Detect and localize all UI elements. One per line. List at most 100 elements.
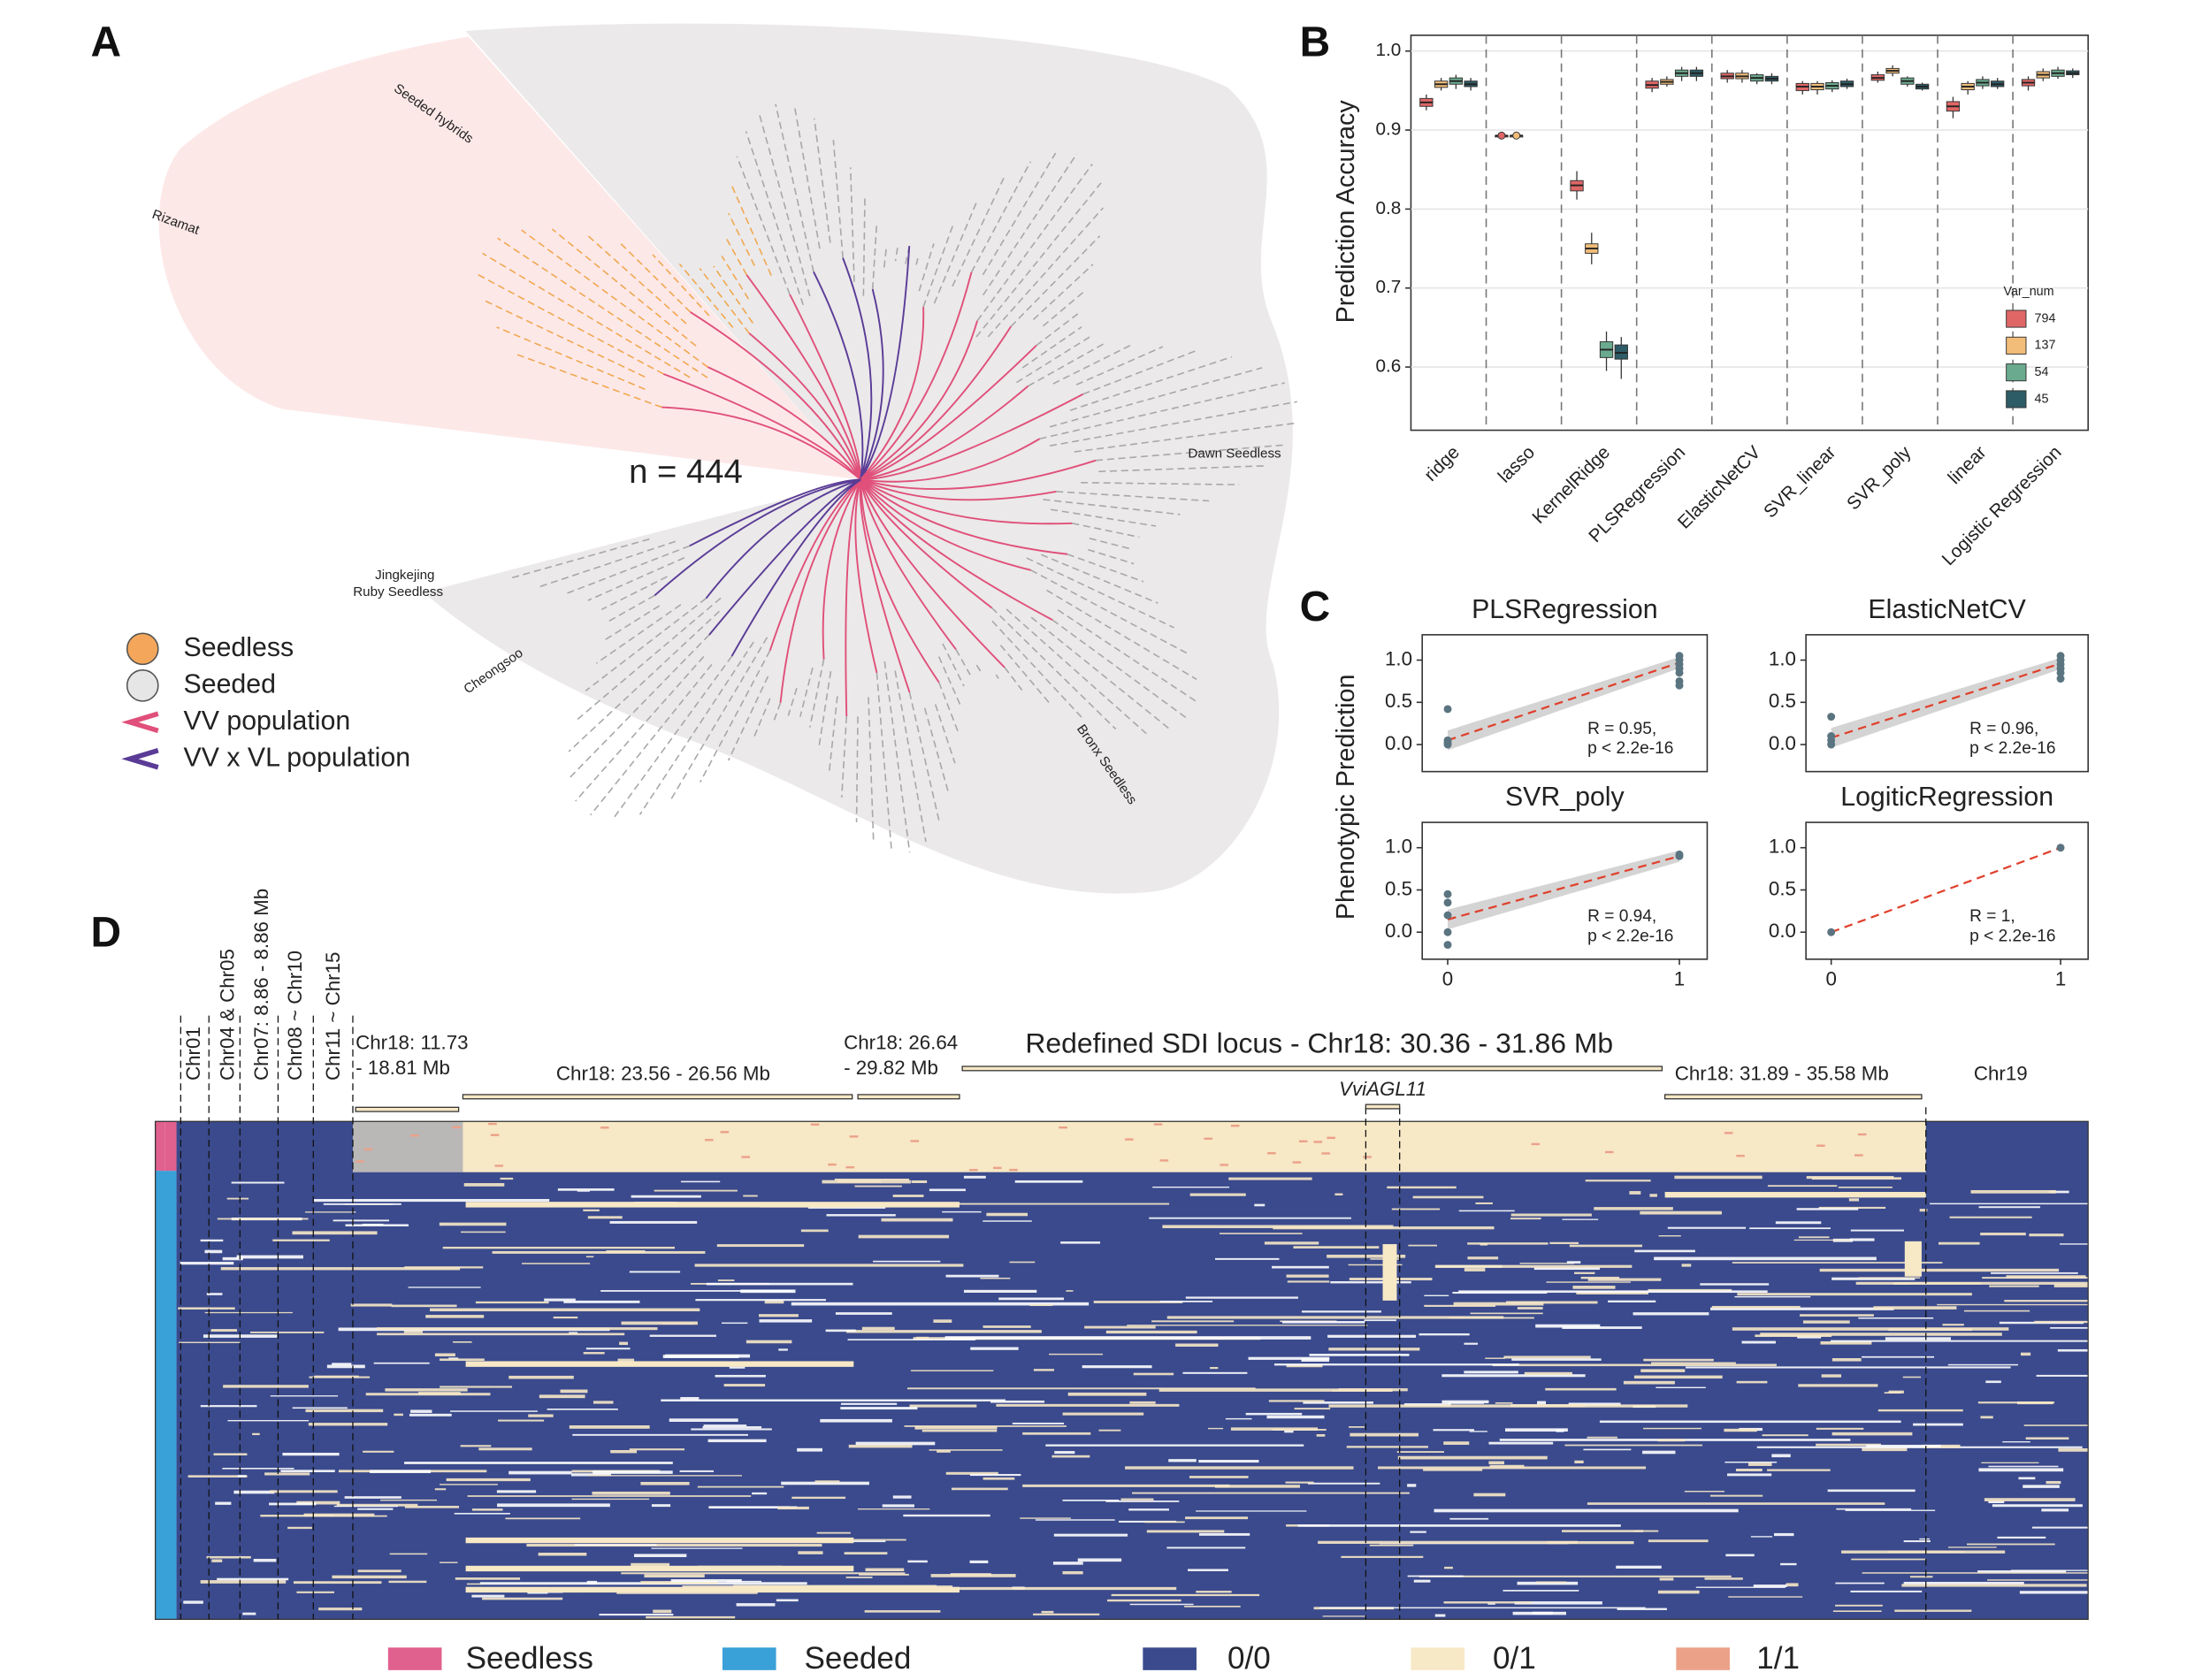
heatmap-streak [1562, 1530, 1644, 1532]
heatmap-streak [1014, 1180, 1083, 1183]
heatmap-streak [844, 1552, 888, 1555]
heatmap-streak [509, 1470, 572, 1475]
heatmap-streak [180, 1262, 234, 1265]
heatmap-streak [721, 1322, 748, 1325]
point [1497, 131, 1506, 140]
heatmap-streak [1684, 1490, 1724, 1493]
heatmap-streak [496, 1490, 537, 1493]
heatmap-streak [1443, 1441, 1470, 1445]
heatmap-streak [1617, 1607, 1667, 1610]
tree-leaf-branch [508, 538, 650, 580]
heatmap-streak [679, 1470, 715, 1472]
tree-inner-branch [859, 479, 911, 693]
heatmap-streak [442, 1246, 675, 1249]
heatmap-streak [363, 1450, 394, 1453]
tree-leaf-branch [585, 598, 707, 692]
point [1675, 668, 1684, 677]
tree-leaf-branch [808, 659, 825, 728]
heatmap-streak [929, 1449, 1003, 1451]
heatmap-streak [891, 1586, 1177, 1591]
heatmap-streak [1587, 1436, 1617, 1439]
heatmap-streak [200, 1580, 287, 1584]
tree-inner-branch [860, 479, 957, 651]
tree-leaf-branch [828, 696, 838, 771]
fit-line [1447, 855, 1680, 920]
legend-label: Seeded [184, 669, 276, 699]
heatmap-streak [585, 1348, 631, 1350]
heatmap-streak [759, 1319, 813, 1323]
heatmap-streak [1287, 1280, 1330, 1283]
annotation: p < 2.2e-16 [1969, 927, 2055, 945]
heatmap-streak [1319, 1607, 1646, 1609]
heatmap-streak [816, 1531, 851, 1534]
heatmap-streak [2034, 1320, 2089, 1324]
heatmap-streak [1685, 1366, 2011, 1369]
heatmap-streak [800, 1229, 829, 1233]
heatmap-streak [835, 1312, 892, 1315]
heatmap-streak [1835, 1604, 1883, 1607]
heatmap-streak [1651, 1362, 1736, 1364]
heatmap-streak [2031, 1526, 2089, 1529]
heatmap-streak [1749, 1227, 1831, 1230]
heatmap-streak [1649, 1194, 1657, 1197]
x-tick-label: ridge [1420, 442, 1464, 485]
heatmap-streak [482, 1597, 563, 1600]
tree-leaf-branch [990, 607, 1117, 730]
heatmap-streak [854, 1185, 902, 1187]
heatmap-dot [488, 1122, 497, 1126]
heatmap-streak [434, 1353, 455, 1357]
fit-line [1831, 662, 2061, 739]
heatmap-streak [644, 1574, 705, 1578]
heatmap-streak [1424, 1294, 1449, 1296]
heatmap-streak [2020, 1352, 2031, 1356]
legend-marker [121, 748, 159, 770]
tree-leaf-branch [1082, 349, 1198, 395]
heatmap-streak [357, 1569, 401, 1573]
heatmap-streak [911, 1180, 928, 1184]
heatmap-streak [1835, 1582, 1885, 1585]
heatmap-streak [702, 1426, 762, 1429]
panel-label: D [91, 909, 122, 956]
tree-leaf-branch [1089, 538, 1133, 550]
heatmap-streak [777, 1506, 809, 1510]
row-annotation [164, 1121, 177, 1172]
heatmap-streak [1473, 1493, 1506, 1497]
heatmap-streak [1175, 1343, 1219, 1348]
fit-line [1831, 846, 2061, 934]
heatmap-streak [539, 1394, 585, 1399]
heatmap-streak [1711, 1305, 1801, 1309]
y-tick-label: 0.0 [1769, 732, 1796, 754]
heatmap-streak [215, 1501, 232, 1505]
heatmap-streak [1987, 1579, 2089, 1581]
legend-swatch [387, 1647, 442, 1670]
heatmap-dot [741, 1156, 750, 1158]
heatmap-streak [217, 1218, 309, 1220]
heatmap-streak [1125, 1466, 1354, 1470]
legend-label: 54 [2035, 365, 2049, 379]
tree-leaf-branch [1006, 608, 1147, 735]
heatmap-streak [2017, 1401, 2053, 1405]
heatmap-streak [1793, 1239, 1853, 1241]
tree-inner-branch [860, 479, 1006, 668]
heatmap-streak [553, 1316, 578, 1319]
tree-leaf-branch [955, 649, 971, 676]
heatmap-streak [1648, 1539, 1709, 1543]
heatmap-streak [577, 1190, 590, 1192]
heatmap-streak [527, 1592, 548, 1594]
tree-inner-branch [860, 271, 973, 481]
heatmap-streak [1922, 1444, 1961, 1448]
heatmap-streak [308, 1423, 388, 1426]
heatmap-streak [253, 1558, 277, 1562]
tree-inner-branch [845, 479, 862, 716]
tree-leaf-branch [1030, 569, 1189, 655]
heatmap-streak [1511, 1358, 1602, 1361]
heatmap-streak [1750, 1536, 1773, 1538]
heatmap-streak [522, 1263, 591, 1264]
tree-leaf-branch [975, 664, 983, 674]
legend-title: Var_num [2003, 285, 2053, 299]
heatmap-streak [831, 1539, 906, 1541]
heatmap-streak [1334, 1193, 1343, 1195]
heatmap-streak [1198, 1532, 1250, 1536]
heatmap-streak [847, 1339, 976, 1340]
heatmap-streak [983, 1325, 1031, 1328]
